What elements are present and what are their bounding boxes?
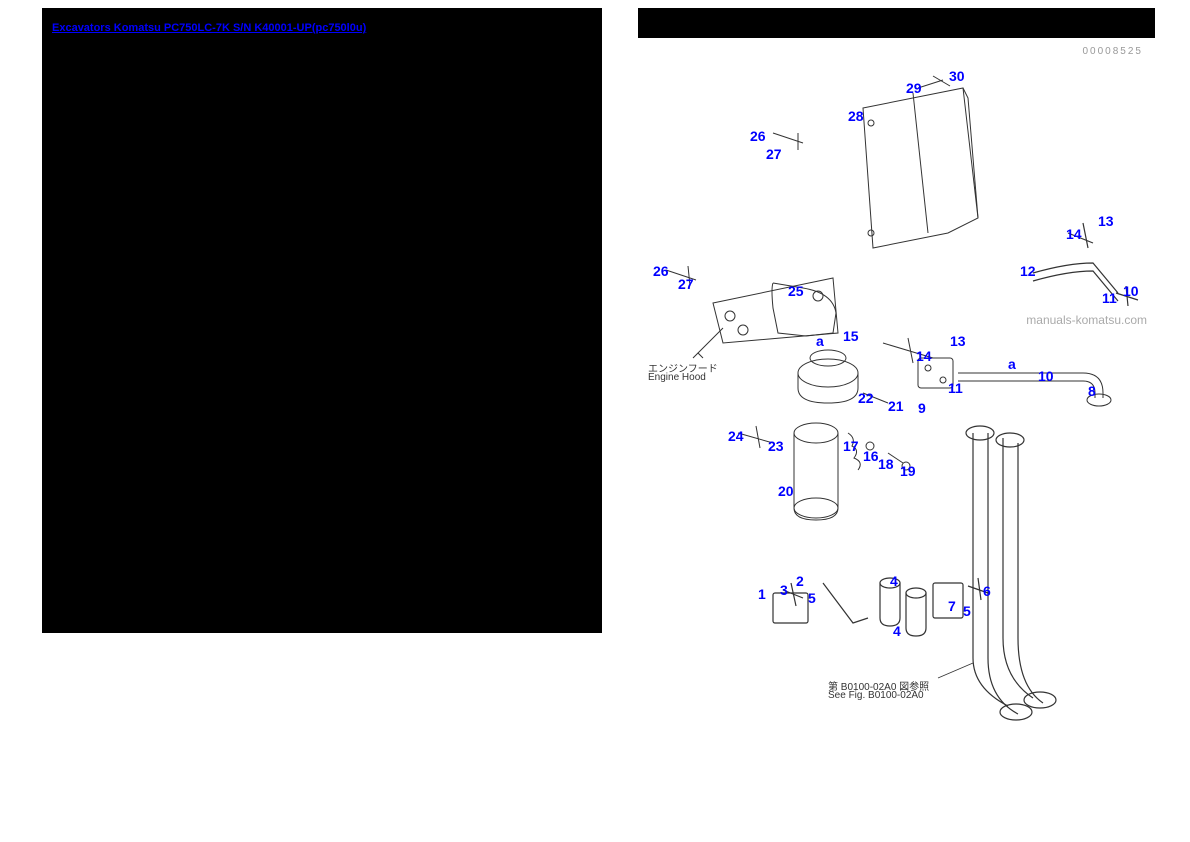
callout-13: 13: [1098, 213, 1114, 229]
callout-11: 11: [1102, 290, 1117, 306]
breadcrumb-link[interactable]: Excavators Komatsu PC750LC-7K S/N K40001…: [52, 22, 366, 34]
callout-29: 29: [906, 80, 922, 96]
callout-3: 3: [780, 582, 788, 598]
callout-6: 6: [983, 583, 991, 599]
callout-a: a: [1008, 356, 1016, 372]
callout-17: 17: [843, 438, 859, 454]
callout-30: 30: [949, 68, 965, 84]
callout-22: 22: [858, 390, 874, 406]
callout-18: 18: [878, 456, 894, 472]
callout-4: 4: [893, 623, 901, 639]
callout-28: 28: [848, 108, 864, 124]
callout-19: 19: [900, 463, 916, 479]
callout-9: 9: [918, 400, 926, 416]
callout-14: 14: [1066, 226, 1082, 242]
right-panel: 00008525 manuals-komatsu.com: [638, 8, 1155, 768]
callout-26: 26: [750, 128, 766, 144]
engine-hood-label-en: Engine Hood: [648, 372, 706, 383]
callout-24: 24: [728, 428, 744, 444]
callout-23: 23: [768, 438, 784, 454]
callout-16: 16: [863, 448, 879, 464]
callout-5: 5: [963, 603, 971, 619]
callout-7: 7: [948, 598, 956, 614]
callout-13: 13: [950, 333, 966, 349]
callout-a: a: [816, 333, 824, 349]
callout-15: 15: [843, 328, 859, 344]
left-panel: Excavators Komatsu PC750LC-7K S/N K40001…: [42, 8, 602, 633]
callout-10: 10: [1038, 368, 1054, 384]
diagram-container: 00008525 manuals-komatsu.com: [638, 38, 1155, 768]
callout-4: 4: [890, 573, 898, 589]
callout-1: 1: [758, 586, 766, 602]
callout-27: 27: [766, 146, 782, 162]
callout-21: 21: [888, 398, 904, 414]
callout-14: 14: [916, 348, 932, 364]
callout-8: 8: [1088, 383, 1096, 399]
callout-26: 26: [653, 263, 669, 279]
see-fig-label-en: See Fig. B0100-02A0: [828, 690, 924, 701]
callout-11: 11: [948, 380, 963, 396]
callout-25: 25: [788, 283, 804, 299]
callout-5: 5: [808, 590, 816, 606]
callout-2: 2: [796, 573, 804, 589]
callout-12: 12: [1020, 263, 1036, 279]
callout-27: 27: [678, 276, 694, 292]
callout-20: 20: [778, 483, 794, 499]
callout-10: 10: [1123, 283, 1139, 299]
